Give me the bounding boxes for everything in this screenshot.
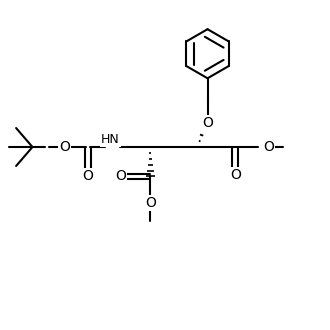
Text: O: O — [145, 196, 156, 210]
Text: O: O — [202, 116, 213, 130]
Text: O: O — [115, 169, 126, 183]
Text: O: O — [59, 140, 70, 154]
Text: O: O — [83, 169, 93, 183]
Text: O: O — [263, 140, 274, 154]
Text: O: O — [230, 168, 241, 182]
Text: HN: HN — [101, 133, 120, 146]
